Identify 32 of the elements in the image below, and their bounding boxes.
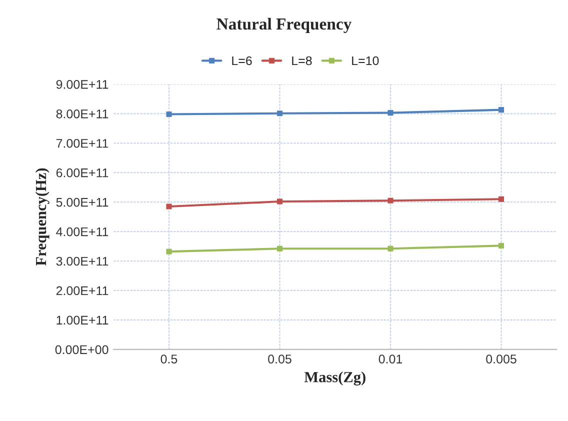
y-tick-label: 0.00E+00	[55, 345, 108, 354]
x-tick-label: 0.05	[268, 354, 292, 364]
point	[388, 198, 394, 204]
y-tick-label: 3.00E+11	[56, 256, 108, 266]
point	[276, 246, 283, 252]
y-tick-label: 4.00E+11	[56, 227, 108, 236]
x-tick-label: 0.5	[160, 354, 178, 364]
point	[166, 111, 172, 118]
point	[166, 248, 172, 254]
point	[498, 242, 504, 248]
x-axis-title: Mass(Zg)	[304, 372, 366, 386]
point	[276, 198, 283, 204]
point	[388, 110, 394, 116]
legend-label: L=10	[352, 56, 379, 66]
chart-title: Natural Frequency	[216, 18, 352, 34]
y-axis-title: Frequency(Hz)	[35, 168, 50, 266]
y-tick-label: 7.00E+11	[56, 138, 108, 148]
x-tick-label: 0.01	[378, 354, 402, 364]
y-tick-label: 1.00E+11	[56, 316, 108, 325]
y-tick-label: 8.00E+11	[56, 109, 108, 118]
x-tick-label: 0.005	[486, 354, 516, 364]
y-tick-label: 9.00E+11	[56, 80, 108, 89]
y-tick-label: 6.00E+11	[56, 168, 108, 178]
y-tick-label: 2.00E+11	[56, 286, 108, 296]
point	[498, 107, 504, 113]
point	[498, 196, 504, 202]
legend-label: L=6	[232, 56, 252, 66]
point	[388, 246, 394, 252]
point	[166, 204, 172, 210]
point	[276, 110, 283, 116]
y-tick-label: 5.00E+11	[56, 198, 108, 207]
legend-label: L=8	[292, 56, 312, 66]
